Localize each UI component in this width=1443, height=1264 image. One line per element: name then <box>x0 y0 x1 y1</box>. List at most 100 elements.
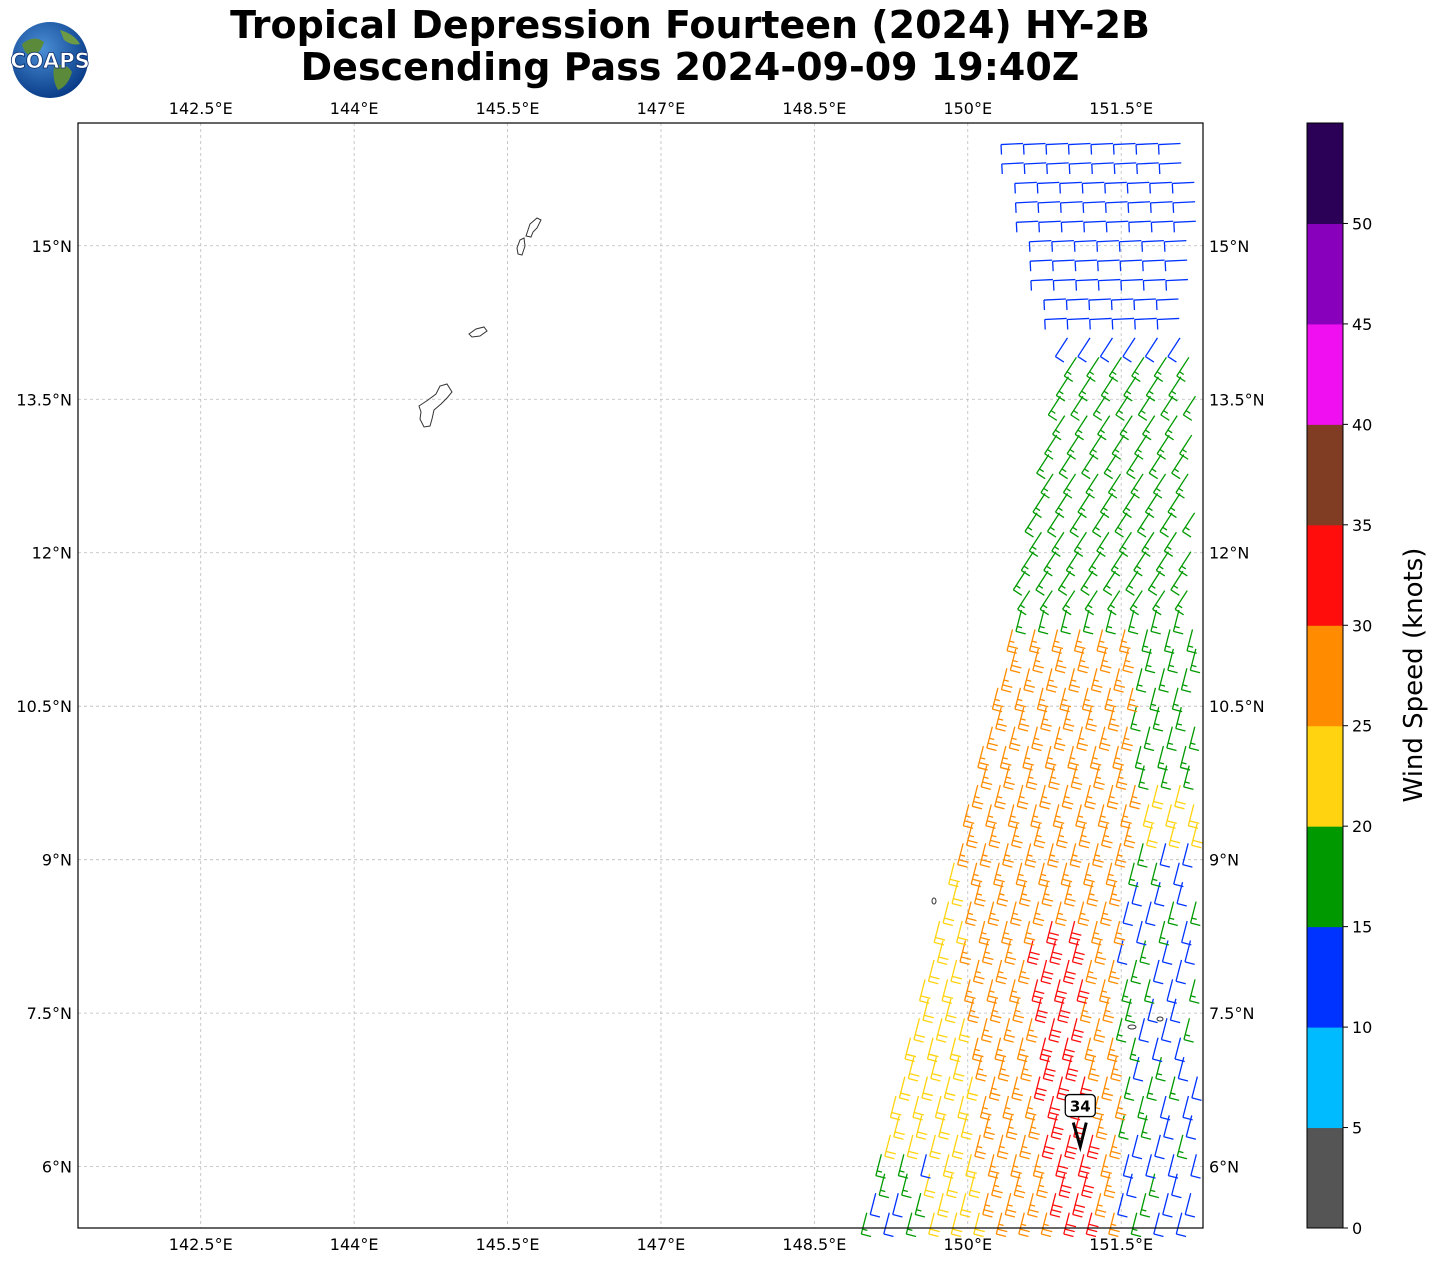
wind-barb <box>1163 531 1177 558</box>
wind-barb <box>1049 1193 1063 1218</box>
lon-label-bottom: 144°E <box>330 1235 379 1254</box>
wind-barb <box>906 1134 919 1160</box>
wind-barb <box>942 901 955 927</box>
wind-barb <box>1152 473 1167 499</box>
wind-barb <box>1102 570 1117 596</box>
wind-barb <box>1010 1154 1022 1179</box>
wind-barb <box>1163 240 1187 252</box>
wind-barb <box>1160 395 1174 421</box>
wind-barb <box>1028 531 1042 558</box>
wind-barb <box>1022 142 1046 155</box>
wind-barb <box>1147 570 1162 596</box>
wind-barb <box>1159 1095 1171 1121</box>
wind-barb <box>1181 512 1196 538</box>
wind-barb <box>1023 162 1047 175</box>
wind-barb <box>1028 629 1041 654</box>
wind-barb <box>1066 317 1090 330</box>
wind-barb <box>1159 843 1171 868</box>
wind-barb <box>892 1193 903 1218</box>
wind-barb <box>1137 843 1148 868</box>
wind-barb <box>963 979 976 1004</box>
wind-barb <box>1084 590 1098 616</box>
wind-barb <box>1186 629 1197 654</box>
wind-barb <box>1118 531 1132 558</box>
wind-barb <box>1115 395 1129 421</box>
wind-barb <box>1024 843 1037 868</box>
colorbar-tick-label: 0 <box>1352 1219 1362 1238</box>
wind-barb <box>1081 687 1094 713</box>
wind-barb <box>1064 1134 1078 1160</box>
wind-barb <box>1167 337 1181 363</box>
wind-barb <box>921 1076 933 1102</box>
colorbar-segment <box>1307 323 1343 425</box>
wind-barb <box>1117 1193 1128 1218</box>
lat-label-left: 7.5°N <box>27 1004 72 1023</box>
wind-barb <box>1122 337 1136 363</box>
wind-barb <box>1081 454 1095 480</box>
wind-barb <box>1141 531 1155 558</box>
wind-barb <box>928 1212 940 1238</box>
wind-barb <box>1092 843 1104 868</box>
wind-barb <box>1158 668 1169 693</box>
wind-barb <box>1047 395 1061 421</box>
wind-barb <box>1073 240 1097 252</box>
colorbar-segment <box>1307 926 1343 1028</box>
wind-barb <box>979 843 992 868</box>
title-line-2: Descending Pass 2024-09-09 19:40Z <box>300 45 1080 89</box>
colorbar-tick-label: 15 <box>1352 918 1372 937</box>
lon-label-bottom: 145.5°E <box>476 1235 540 1254</box>
wind-barb <box>1141 259 1165 272</box>
wind-barb <box>1038 862 1050 888</box>
wind-barb <box>860 1212 872 1238</box>
wind-barb <box>1025 1018 1038 1043</box>
wind-barb <box>1136 162 1159 175</box>
wind-barb <box>1078 376 1092 402</box>
wind-barb <box>1043 551 1057 577</box>
wind-barb <box>1174 784 1186 810</box>
wind-barb <box>1088 551 1102 577</box>
wind-barb <box>1139 1193 1151 1218</box>
wind-barb <box>1108 356 1122 383</box>
wind-barb <box>1038 220 1061 233</box>
wind-barb <box>1152 590 1166 616</box>
colorbar-tick-label: 5 <box>1352 1119 1362 1138</box>
wind-barb <box>1143 726 1155 752</box>
wind-barb <box>1066 434 1080 460</box>
wind-barb <box>1073 629 1086 654</box>
wind-barb <box>1136 512 1151 538</box>
wind-barb <box>1173 220 1196 233</box>
wind-barb <box>988 1076 1001 1102</box>
wind-barb <box>1133 551 1147 577</box>
wind-barb <box>1127 201 1151 213</box>
wind-barb <box>1077 1154 1091 1179</box>
wind-barb <box>1168 376 1182 402</box>
wind-barb <box>1123 376 1137 402</box>
wind-barb <box>1121 726 1133 752</box>
lat-label-left: 13.5°N <box>16 390 72 409</box>
colorbar-tick-label: 10 <box>1352 1018 1372 1037</box>
wind-barb <box>1096 240 1119 252</box>
wind-barb <box>1162 1193 1173 1218</box>
lat-label-right: 9°N <box>1209 851 1239 870</box>
wind-barb <box>1136 920 1147 946</box>
lon-label-top: 145.5°E <box>476 99 540 118</box>
wind-barb <box>994 784 1006 810</box>
wind-barb <box>1175 959 1186 985</box>
wind-barb <box>986 979 999 1004</box>
wind-barb <box>971 784 984 810</box>
wind-barb <box>1035 570 1049 596</box>
wind-barb <box>1006 629 1019 654</box>
wind-barb <box>1167 493 1181 519</box>
wind-barb <box>1012 998 1025 1024</box>
lon-label-bottom: 150°E <box>943 1235 992 1254</box>
wind-barb <box>920 1154 931 1179</box>
wind-barb <box>1075 278 1098 291</box>
wind-barb <box>1089 317 1112 330</box>
wind-barb <box>957 843 969 868</box>
wind-barb <box>1104 201 1128 213</box>
wind-barb <box>1040 959 1054 985</box>
storm-center-icon <box>1071 1122 1088 1153</box>
wind-barb <box>959 1193 972 1218</box>
wind-barb <box>1039 1037 1053 1063</box>
wind-barb <box>1149 181 1172 194</box>
